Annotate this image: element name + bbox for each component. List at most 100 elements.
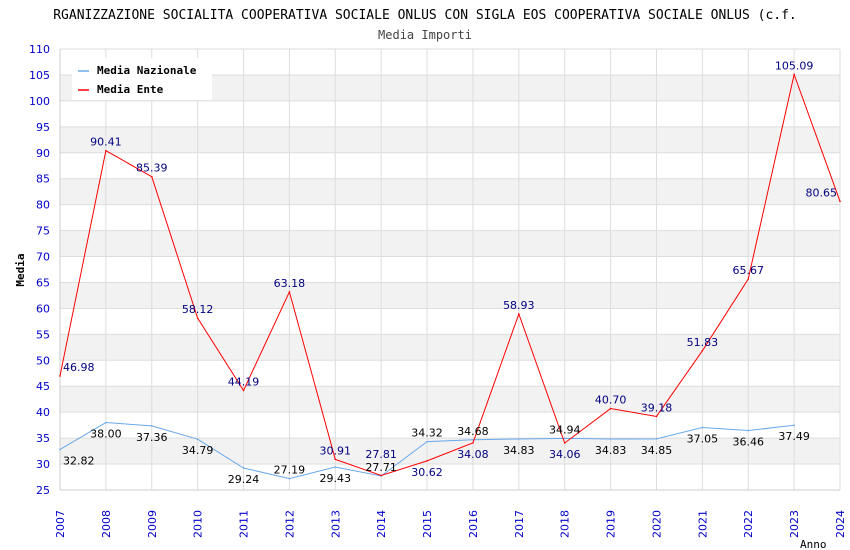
y-tick-label: 65 (36, 276, 50, 289)
data-point (196, 317, 199, 319)
y-tick-label: 30 (36, 458, 50, 471)
data-label: 34.68 (457, 425, 489, 438)
data-point (380, 474, 382, 477)
x-tick-label: 2024 (834, 510, 847, 538)
x-tick-label: 2021 (696, 510, 709, 538)
data-label: 58.93 (503, 299, 535, 312)
y-tick-label: 80 (36, 199, 50, 212)
chart-title: RGANIZZAZIONE SOCIALITA COOPERATIVA SOCI… (53, 8, 797, 23)
data-point (242, 467, 245, 469)
data-point (472, 442, 474, 444)
x-tick-label: 2011 (238, 510, 251, 538)
data-point (563, 437, 566, 440)
data-label: 51.83 (687, 336, 719, 349)
data-point (747, 429, 750, 432)
data-label: 39.18 (641, 401, 673, 414)
data-label: 46.98 (63, 361, 95, 374)
data-label: 37.49 (778, 430, 810, 443)
data-point (701, 426, 704, 429)
data-point (105, 149, 107, 152)
x-tick-label: 2016 (467, 510, 480, 538)
data-label: 34.94 (549, 423, 581, 436)
data-point (747, 278, 750, 280)
grid-band (60, 230, 840, 257)
legend-label-nazionale: Media Nazionale (97, 64, 197, 77)
grid-band (60, 282, 840, 309)
y-tick-label: 95 (36, 121, 50, 134)
data-point (334, 458, 337, 461)
data-point (518, 313, 520, 315)
x-tick-label: 2015 (421, 510, 434, 538)
data-point (59, 375, 61, 377)
data-point (288, 477, 291, 480)
data-label: 32.82 (63, 454, 95, 467)
y-tick-label: 75 (36, 225, 50, 238)
data-label: 34.08 (457, 448, 489, 461)
data-label: 34.32 (411, 427, 443, 440)
data-label: 63.18 (274, 277, 306, 290)
data-point (196, 438, 199, 441)
y-tick-label: 105 (29, 69, 50, 82)
data-label: 30.91 (320, 444, 352, 457)
data-point (426, 460, 428, 462)
data-point (150, 175, 153, 178)
x-tick-label: 2020 (650, 510, 663, 538)
data-label: 38.00 (90, 428, 122, 441)
data-label: 40.70 (595, 394, 627, 407)
data-point (242, 389, 245, 392)
data-label: 105.09 (775, 59, 814, 72)
y-tick-label: 70 (36, 251, 50, 264)
data-label: 37.05 (687, 432, 719, 445)
data-point (288, 291, 291, 293)
y-tick-label: 35 (36, 432, 50, 445)
data-label: 34.06 (549, 448, 581, 461)
x-tick-label: 2010 (192, 510, 205, 538)
data-label: 90.41 (90, 136, 122, 149)
x-axis-label: Anno (800, 538, 827, 550)
x-tick-label: 2023 (788, 510, 801, 538)
x-tick-label: 2009 (146, 510, 159, 538)
x-tick-label: 2017 (513, 510, 526, 538)
data-label: 58.12 (182, 303, 214, 316)
legend-label-ente: Media Ente (97, 83, 164, 96)
x-tick-label: 2013 (329, 510, 342, 538)
data-label: 27.19 (274, 464, 306, 477)
data-label: 29.24 (228, 473, 260, 486)
y-tick-label: 45 (36, 380, 50, 393)
grid-band (60, 178, 840, 205)
y-tick-label: 90 (36, 147, 50, 160)
data-point (793, 73, 795, 76)
data-point (563, 442, 566, 444)
y-tick-label: 60 (36, 302, 50, 315)
data-point (334, 466, 337, 468)
data-label: 34.79 (182, 444, 214, 457)
series-line-ente (59, 72, 841, 476)
data-point (426, 440, 428, 443)
data-point (793, 424, 795, 426)
data-label: 34.83 (595, 444, 627, 457)
x-tick-label: 2018 (559, 510, 572, 538)
x-tick-label: 2022 (742, 510, 755, 538)
x-tick-label: 2008 (100, 510, 113, 538)
data-label: 37.36 (136, 431, 168, 444)
data-point (59, 448, 61, 451)
grid-band (60, 386, 840, 413)
data-point (472, 438, 474, 441)
data-label: 27.71 (365, 461, 397, 474)
y-tick-label: 55 (36, 328, 50, 341)
grid-band (60, 334, 840, 361)
data-label: 80.65 (806, 186, 838, 199)
data-point (655, 438, 658, 440)
y-tick-label: 100 (29, 95, 50, 108)
y-tick-label: 85 (36, 173, 50, 186)
data-point (701, 349, 704, 352)
y-axis-label: Media (14, 253, 27, 286)
data-label: 30.62 (411, 466, 443, 479)
data-point (150, 425, 153, 427)
data-point (655, 415, 658, 418)
data-label: 34.83 (503, 444, 535, 457)
x-tick-label: 2019 (605, 510, 618, 538)
y-tick-label: 50 (36, 354, 50, 367)
data-label: 65.67 (732, 264, 764, 277)
